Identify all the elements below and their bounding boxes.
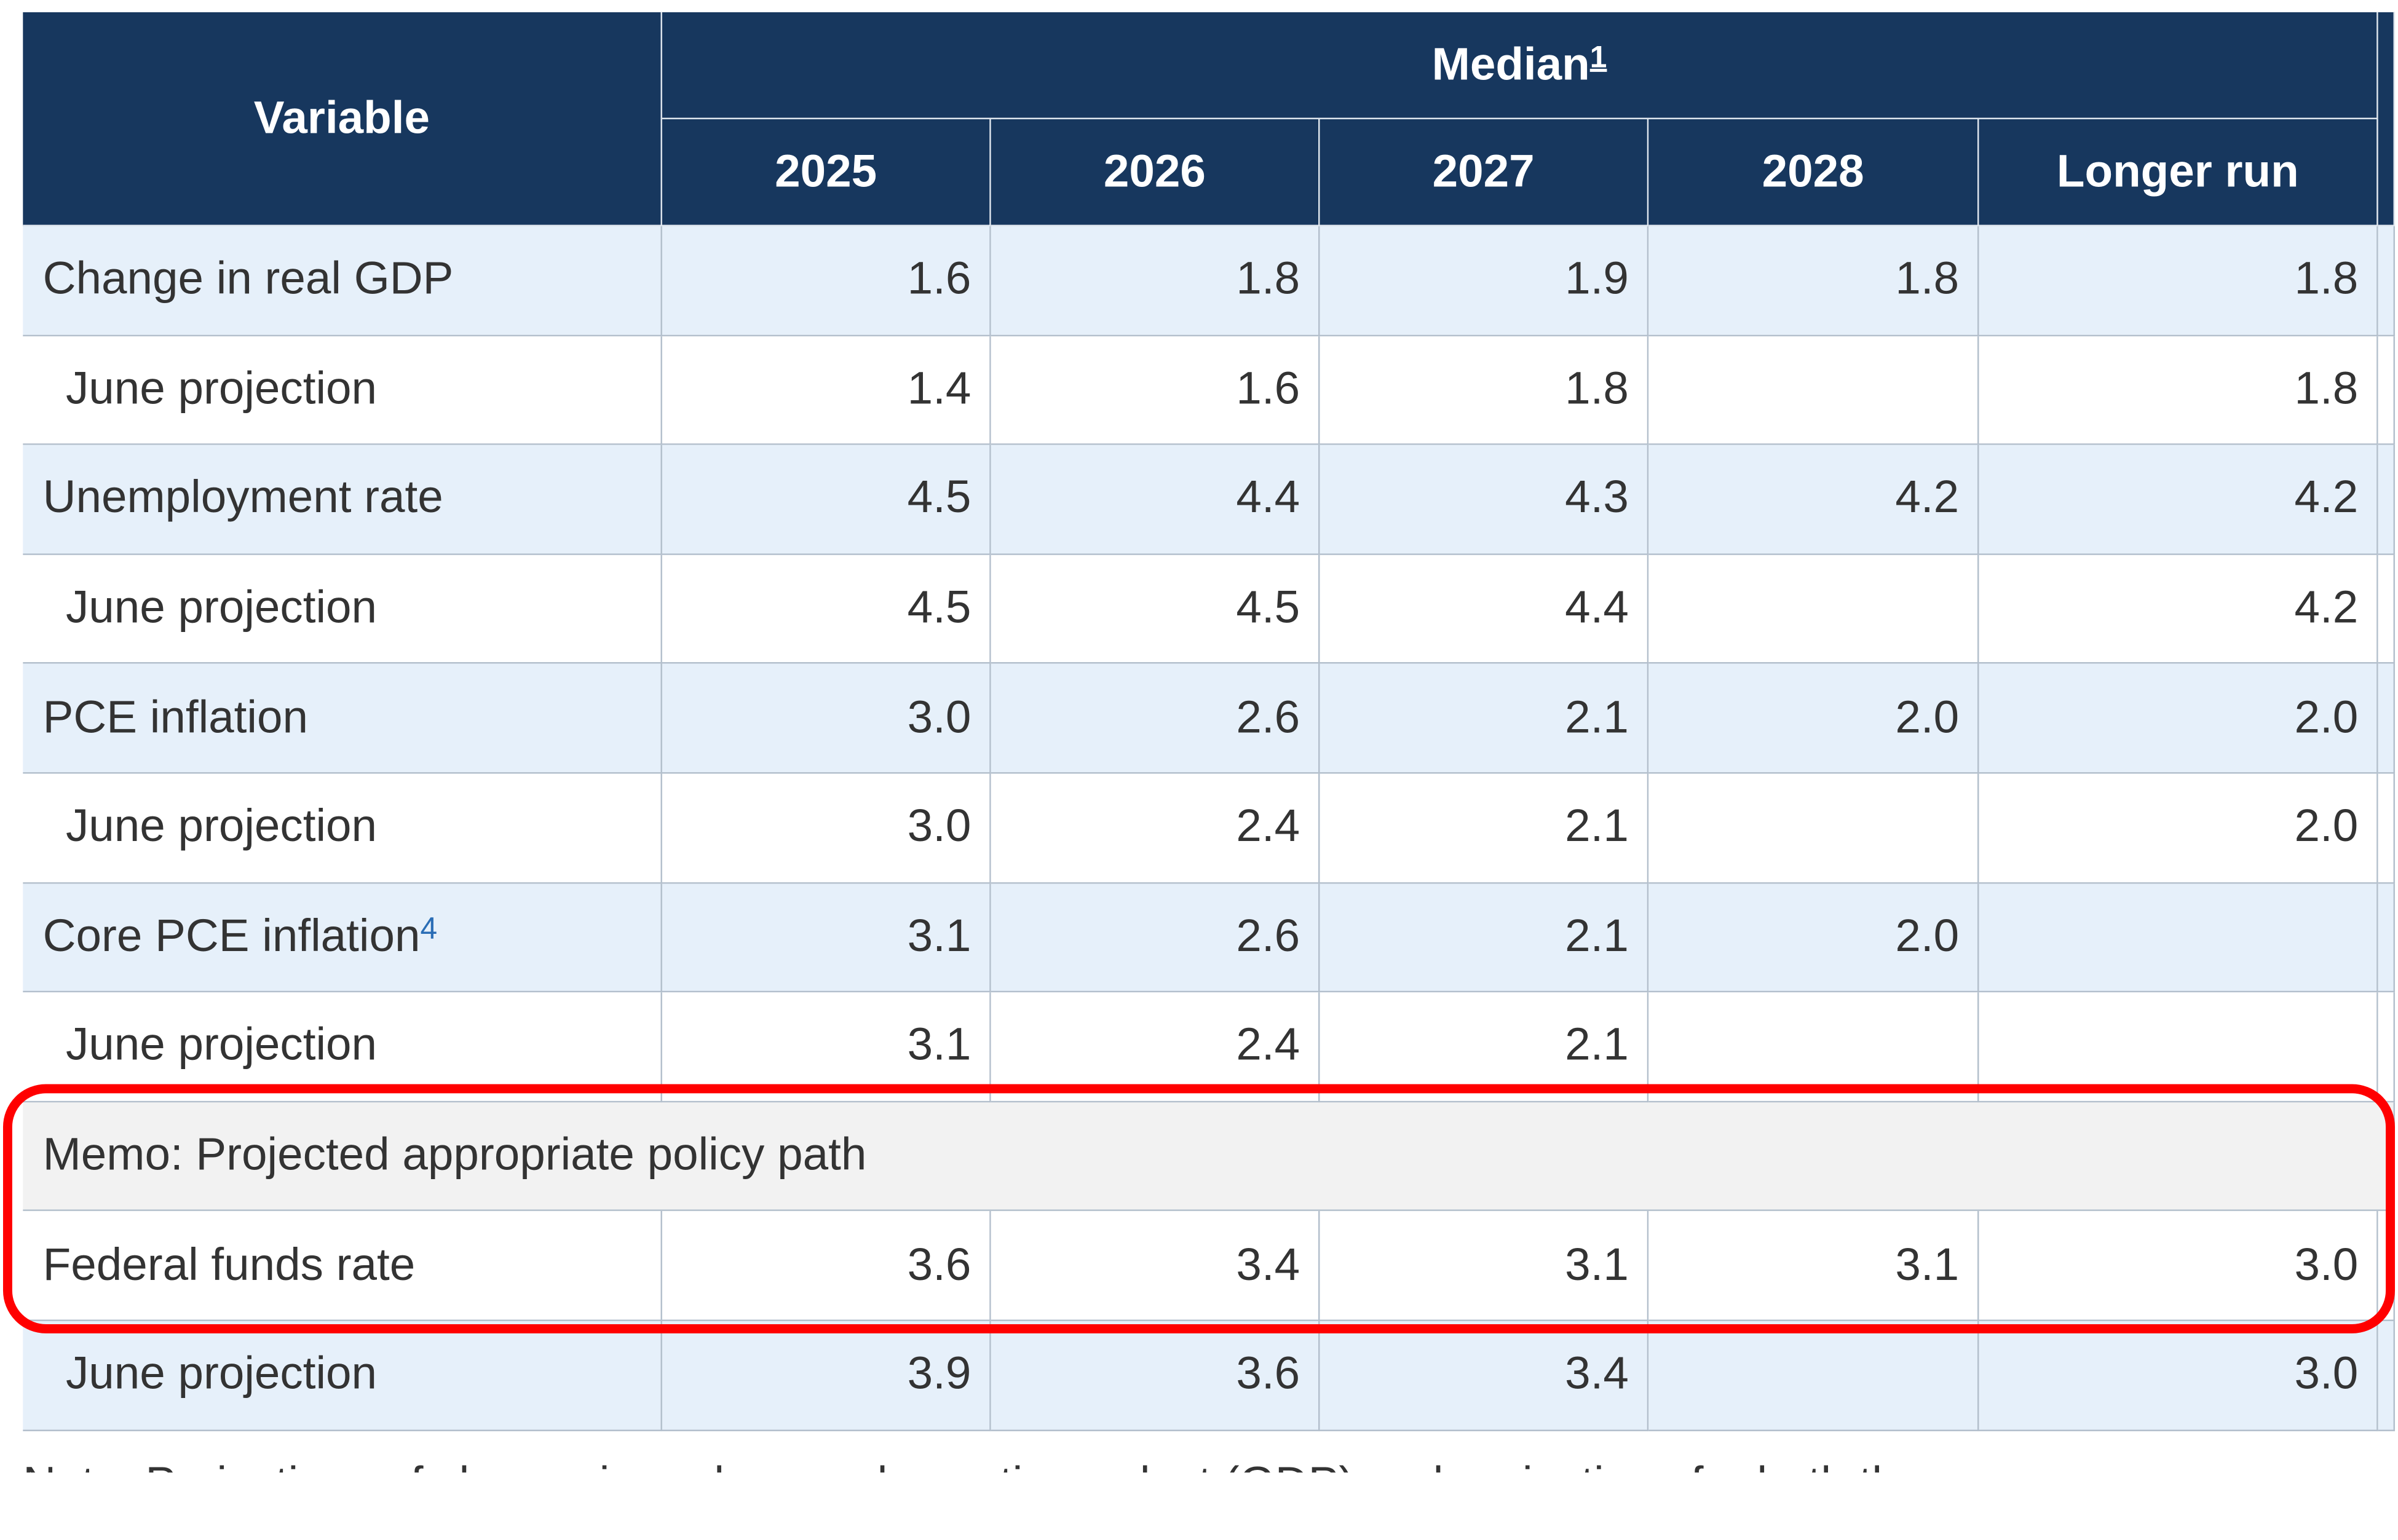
row-label-text: June projection [65,1349,378,1400]
value-cell: 2.6 [991,883,1320,993]
value-cell: 1.8 [991,226,1320,336]
row-label-text: June projection [65,1021,378,1072]
value-cell: 1.8 [1979,226,2378,336]
value-cell: 3.4 [991,1211,1320,1321]
value-cell: 4.5 [991,555,1320,665]
value-cell [1648,555,1979,665]
row-label: June projection [23,336,662,446]
row-stub [2378,883,2396,993]
value-cell: 1.8 [1648,226,1979,336]
value-cell: 1.4 [662,336,991,446]
value-cell [1648,1321,1979,1431]
value-cell: 4.2 [1979,555,2378,665]
row-stub [2378,773,2396,883]
value-cell: 2.0 [1648,883,1979,993]
value-cell: 1.6 [991,336,1320,446]
value-cell [1979,992,2378,1102]
value-cell: 4.2 [1648,445,1979,555]
value-cell [1648,992,1979,1102]
row-label: Federal funds rate [23,1211,662,1321]
memo-row: Memo: Projected appropriate policy path [23,1102,2396,1212]
row-label: June projection [23,773,662,883]
row-stub [2378,226,2396,336]
value-cell: 1.6 [662,226,991,336]
row-stub [2378,336,2396,446]
row-stub [2378,1321,2396,1431]
value-cell: 4.5 [662,555,991,665]
value-cell: 2.0 [1979,664,2378,774]
value-cell: 3.9 [662,1321,991,1431]
row-label-text: PCE inflation [42,692,309,743]
value-cell: 3.1 [662,992,991,1102]
value-cell: 1.8 [1979,336,2378,446]
column-header: 2028 [1648,119,1979,227]
row-stub [2378,664,2396,774]
column-header: Longer run [1979,119,2378,227]
value-cell: 3.1 [1320,1211,1649,1321]
footnote-link: 4 [420,913,438,947]
header-stub [2378,12,2396,227]
column-header: 2026 [991,119,1320,227]
value-cell: 4.4 [991,445,1320,555]
value-cell: 2.4 [991,773,1320,883]
value-cell: 2.0 [1979,773,2378,883]
value-cell: 3.4 [1320,1321,1649,1431]
value-cell: 1.9 [1320,226,1649,336]
value-cell: 4.4 [1320,555,1649,665]
value-cell: 4.2 [1979,445,2378,555]
row-stub [2378,555,2396,665]
value-cell: 2.1 [1320,992,1649,1102]
row-stub [2378,992,2396,1102]
row-label: Core PCE inflation 4 [23,883,662,993]
value-cell [1648,336,1979,446]
row-label-text: June projection [65,582,378,633]
row-label: PCE inflation [23,664,662,774]
value-cell: 3.0 [662,664,991,774]
value-cell: 3.0 [1979,1321,2378,1431]
value-cell: 1.8 [1320,336,1649,446]
value-cell: 3.1 [1648,1211,1979,1321]
header-cell: Variable [23,12,662,227]
value-cell: 2.1 [1320,664,1649,774]
value-cell: 3.0 [1979,1211,2378,1321]
header-cell: Median 1 [662,12,2378,120]
row-label: June projection [23,555,662,665]
value-cell: 3.6 [991,1321,1320,1431]
row-stub [2378,445,2396,555]
column-header: 2027 [1320,119,1649,227]
row-label-text: Change in real GDP [42,254,454,305]
row-label-text: Core PCE inflation [42,911,421,962]
value-cell: 3.1 [662,883,991,993]
value-cell: 4.3 [1320,445,1649,555]
header-text: Median [1431,39,1590,90]
row-label: June projection [23,992,662,1102]
value-cell: 2.6 [991,664,1320,774]
value-cell: 4.5 [662,445,991,555]
note: Note: Projections of change in real gros… [23,1459,1923,1472]
highlight-box [2,1084,2396,1333]
value-cell: 3.6 [662,1211,991,1321]
row-label: June projection [23,1321,662,1431]
row-label-text: Unemployment rate [42,473,443,524]
column-header: 2025 [662,119,991,227]
value-cell [1648,773,1979,883]
note-clip: Note: Projections of change in real gros… [23,1456,2393,1472]
row-label-text: June projection [65,363,378,414]
value-cell [1979,883,2378,993]
row-label: Unemployment rate [23,445,662,555]
row-label: Change in real GDP [23,226,662,336]
value-cell: 2.0 [1648,664,1979,774]
value-cell: 2.1 [1320,883,1649,993]
row-label-text: Federal funds rate [42,1239,416,1290]
footnote-link: 1 [1589,41,1607,75]
value-cell: 3.0 [662,773,991,883]
value-cell: 2.1 [1320,773,1649,883]
row-label-text: June projection [65,802,378,853]
value-cell: 2.4 [991,992,1320,1102]
